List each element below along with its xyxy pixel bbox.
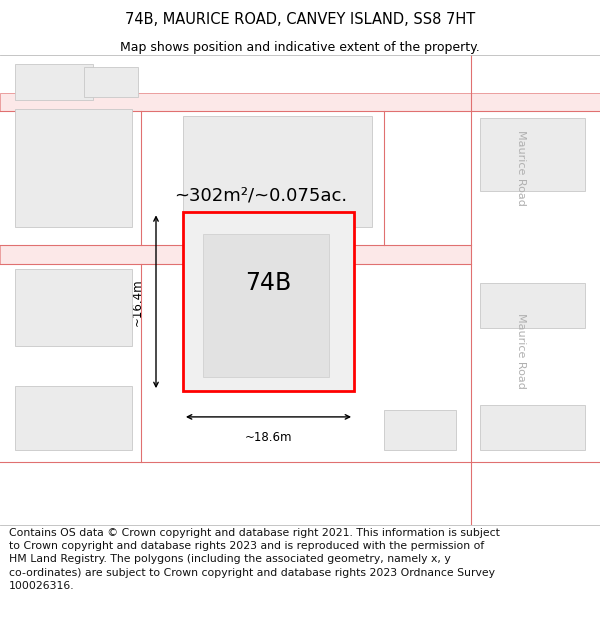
Bar bbox=[480, 283, 585, 328]
Bar bbox=[183, 213, 354, 391]
Bar bbox=[183, 116, 372, 226]
Bar bbox=[471, 55, 600, 525]
Text: ~18.6m: ~18.6m bbox=[245, 431, 292, 444]
Text: 74B, MAURICE ROAD, CANVEY ISLAND, SS8 7HT: 74B, MAURICE ROAD, CANVEY ISLAND, SS8 7H… bbox=[125, 12, 475, 27]
Text: ~302m²/~0.075ac.: ~302m²/~0.075ac. bbox=[175, 187, 347, 205]
Bar bbox=[15, 109, 132, 226]
Text: ~16.4m: ~16.4m bbox=[131, 278, 144, 326]
Bar bbox=[15, 64, 93, 99]
Bar bbox=[480, 119, 585, 191]
Text: Maurice Road: Maurice Road bbox=[516, 313, 526, 389]
Bar bbox=[480, 405, 585, 450]
Bar bbox=[15, 386, 132, 450]
Bar bbox=[384, 410, 456, 450]
Text: Maurice Road: Maurice Road bbox=[516, 130, 526, 206]
Text: Map shows position and indicative extent of the property.: Map shows position and indicative extent… bbox=[120, 41, 480, 54]
Text: 74B: 74B bbox=[245, 271, 292, 295]
Bar bbox=[15, 269, 132, 346]
Text: Contains OS data © Crown copyright and database right 2021. This information is : Contains OS data © Crown copyright and d… bbox=[9, 528, 500, 591]
Bar bbox=[0, 246, 471, 264]
Bar bbox=[84, 67, 138, 98]
Bar bbox=[203, 234, 329, 377]
Bar bbox=[0, 92, 600, 111]
